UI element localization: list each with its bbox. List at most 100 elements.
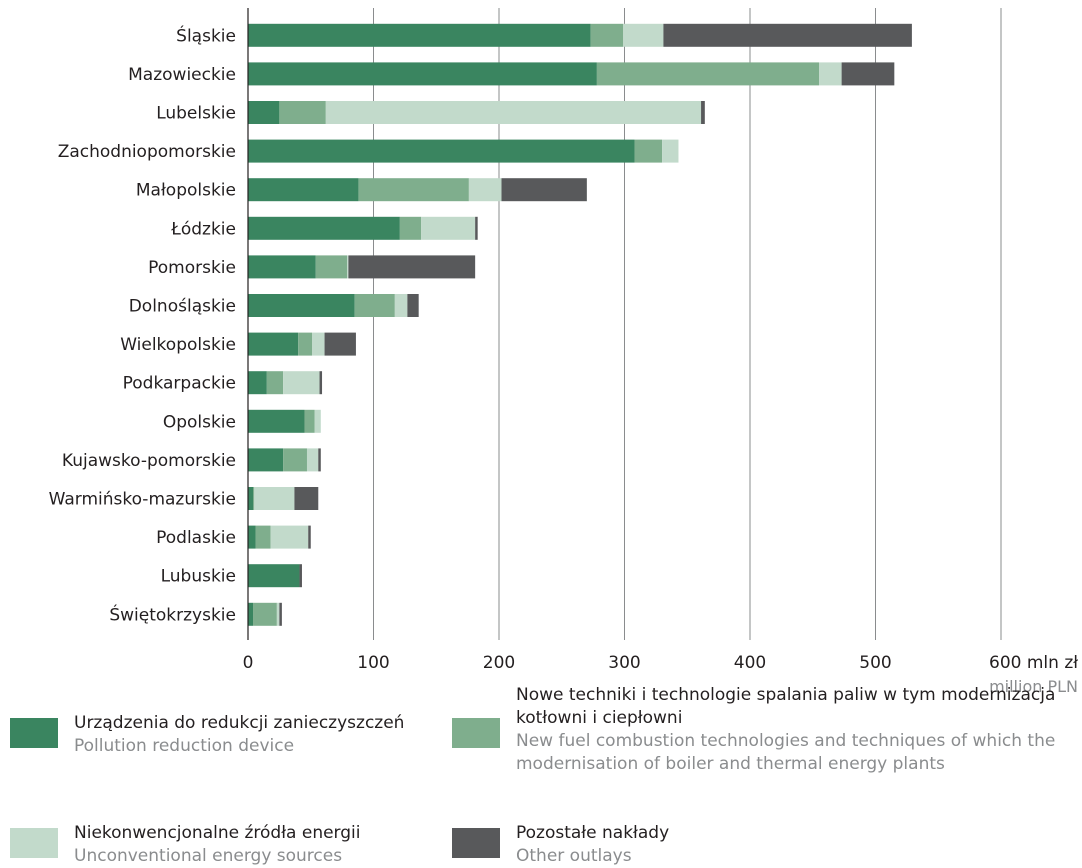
bar-segment [308,525,311,549]
bar-segment [348,255,476,279]
bar-segment [319,371,323,395]
category-label: Wielkopolskie [120,335,236,355]
category-label: Zachodniopomorskie [58,142,236,162]
x-tick-label: 400 [734,653,766,673]
category-label: Kujawsko-pomorskie [62,451,236,471]
legend-item-other-outlays: Pozostałe nakłady Other outlays [452,823,669,868]
bar-segment [299,564,302,588]
bar-segment [315,255,348,279]
x-tick-label: 100 [357,653,389,673]
bar-segment [248,564,300,588]
category-label: Warmińsko-mazurskie [49,490,236,510]
bar-segment [279,101,326,124]
category-label: Mazowieckie [128,65,236,85]
x-tick-label: 600 mln zł [989,653,1078,673]
bar-segment [248,178,359,202]
bar-segment [270,525,309,549]
legend-item-pollution-reduction: Urządzenia do redukcji zanieczyszczeń Po… [10,713,404,758]
stacked-bar-chart: Śląskie Mazowieckie Lubelskie Zachodniopomo… [49,8,1078,696]
bar-segment [623,23,664,47]
category-label: Świętokrzyskie [109,603,236,625]
category-label: Śląskie [176,24,236,46]
bar-segment [283,448,307,472]
bar-segment [306,448,319,472]
category-label: Podkarpackie [123,374,236,394]
bar-segment [248,409,305,433]
bar-segment [254,487,295,510]
bar-segment [325,101,702,124]
bar-segment [394,294,408,317]
legend-label-pl: Niekonwencjonalne źródła energii [74,823,361,843]
x-tick-label: 200 [483,653,515,673]
bar-segment [248,371,267,395]
bar-segment [248,332,299,356]
x-tick-label: 500 [859,653,891,673]
bar-segment [248,448,284,472]
bar-segment [248,525,256,549]
bar-segment [248,255,316,279]
legend-label-en: Unconventional energy sources [74,846,343,866]
legend-label-pl: Urządzenia do redukcji zanieczyszczeń [74,713,405,733]
category-label: Małopolskie [136,181,236,201]
bar-segment [276,602,280,626]
category-label: Łódzkie [170,219,236,239]
category-label: Dolnośląskie [129,297,236,317]
legend-swatch [10,718,58,748]
bar-segment [358,178,469,202]
bar-segment [248,487,254,510]
bar-segment [248,139,635,163]
bar-segment [248,602,254,626]
bar-segment [253,602,277,626]
bar-segment [248,294,355,317]
legend-label-en: Pollution reduction device [74,736,295,756]
bar-segment [312,332,325,356]
legend-label-pl: Pozostałe nakłady [516,823,670,843]
bar-segment [662,139,679,163]
bar-segment [283,371,320,395]
bar-segment [421,216,476,240]
bar-segment [407,294,419,317]
bar-segment [841,62,895,86]
bar-segment [248,62,597,86]
bar-segment [304,409,315,433]
bar-segment [819,62,842,86]
category-label: Opolskie [163,412,236,432]
bar-segment [501,178,587,202]
bar-segment [248,216,400,240]
legend-item-combustion-technologies: Nowe techniki i technologie spalania pal… [452,685,1082,776]
bar-segment [634,139,663,163]
bar-segment [324,332,356,356]
x-axis-unit-en: million PLN [989,677,1078,696]
category-label: Podlaskie [156,528,236,548]
bar-segment [701,101,705,124]
bar-segment [294,487,319,510]
legend-item-unconventional-energy: Niekonwencjonalne źródła energii Unconve… [10,823,360,868]
legend-swatch [452,828,500,858]
bar-segment [347,255,349,279]
category-label: Pomorskie [148,258,236,278]
legend-label-en: Other outlays [516,846,632,866]
x-tick-label: 0 [243,653,254,673]
bar-segment [596,62,820,86]
bar-segment [590,23,624,47]
bar-segment [253,487,255,510]
x-tick-label: 300 [608,653,640,673]
bar-segment [475,216,478,240]
bar-segment [248,101,280,124]
bar-segment [663,23,912,47]
bar-segment [314,409,321,433]
bar-segment [468,178,502,202]
category-label: Lubuskie [161,567,236,587]
bar-segment [255,525,271,549]
bar-segment [298,332,313,356]
bar-segment [318,448,321,472]
legend-swatch [10,828,58,858]
legend-label-en: New fuel combustion technologies and tec… [516,731,1056,774]
bar-segment [399,216,422,240]
bar-segment [266,371,284,395]
bar-segment [279,602,282,626]
category-label: Lubelskie [156,104,236,124]
bar-segment [354,294,395,317]
legend-swatch [452,718,500,748]
bar-segment [248,23,591,47]
